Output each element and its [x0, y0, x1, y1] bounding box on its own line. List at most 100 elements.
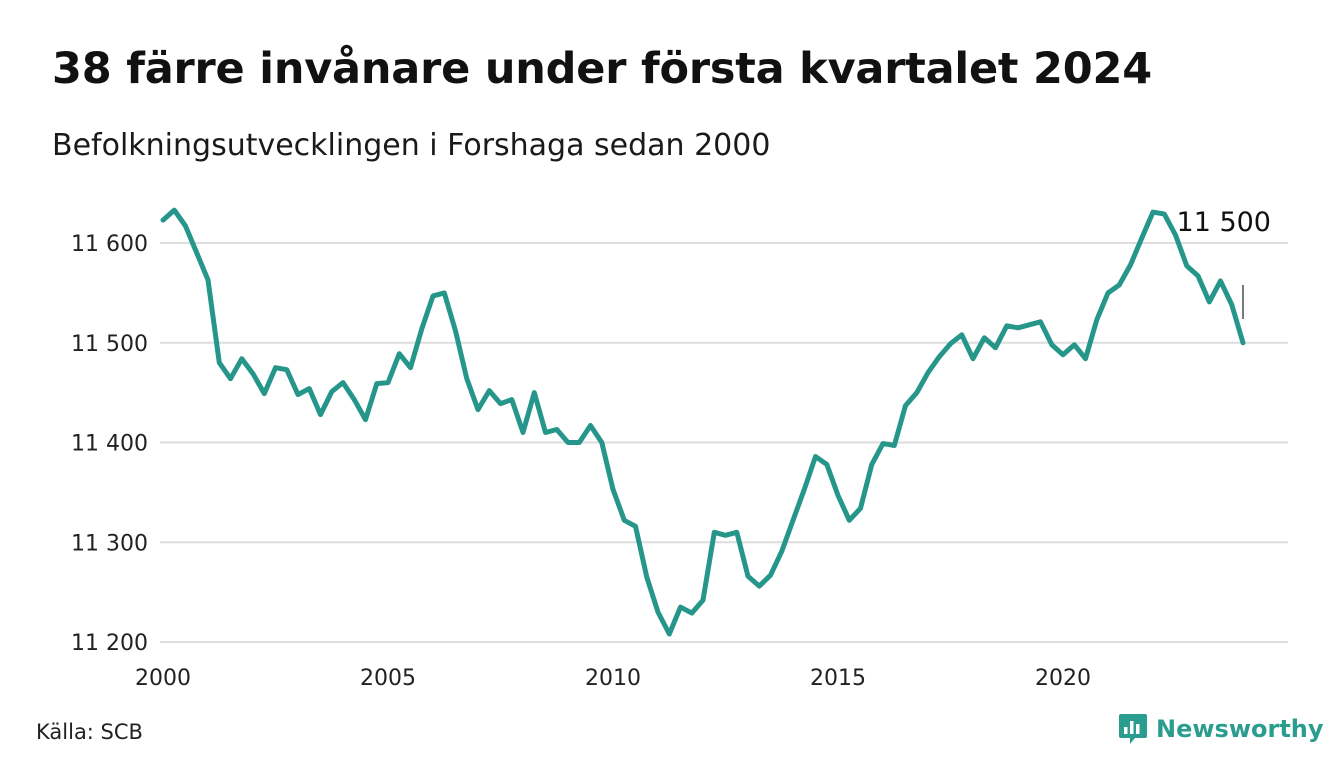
data-point	[509, 397, 514, 402]
data-point	[712, 530, 717, 535]
data-point	[318, 412, 323, 417]
data-point	[228, 376, 233, 381]
data-point	[847, 518, 852, 523]
data-point	[813, 454, 818, 459]
chart-title: 38 färre invånare under första kvartalet…	[52, 44, 1152, 94]
x-tick-label: 2010	[585, 666, 641, 691]
data-point	[464, 376, 469, 381]
data-point	[262, 391, 267, 396]
data-point	[779, 549, 784, 554]
data-point	[408, 365, 413, 370]
data-point	[487, 388, 492, 393]
data-point	[1184, 263, 1189, 268]
y-tick-label: 11 600	[71, 232, 148, 257]
data-point	[206, 277, 211, 282]
newsworthy-logo[interactable]: Newsworthy	[1118, 712, 1324, 746]
data-point	[543, 430, 548, 435]
data-point	[982, 335, 987, 340]
data-point	[521, 430, 526, 435]
data-point	[948, 341, 953, 346]
data-point	[374, 381, 379, 386]
data-point	[802, 487, 807, 492]
data-point	[1083, 356, 1088, 361]
data-point	[329, 389, 334, 394]
data-point	[352, 397, 357, 402]
data-point	[1049, 342, 1054, 347]
data-point	[689, 611, 694, 616]
data-point	[993, 345, 998, 350]
data-point	[903, 403, 908, 408]
data-point	[959, 332, 964, 337]
data-point	[914, 390, 919, 395]
data-point	[273, 365, 278, 370]
y-tick-label: 11 300	[71, 531, 148, 556]
y-tick-label: 11 500	[71, 332, 148, 357]
data-point	[622, 518, 627, 523]
data-point	[498, 401, 503, 406]
data-point	[296, 392, 301, 397]
data-point	[734, 530, 739, 535]
data-point	[566, 440, 571, 445]
data-point	[239, 356, 244, 361]
data-point	[644, 575, 649, 580]
data-point	[172, 208, 177, 213]
data-point	[341, 380, 346, 385]
data-point	[971, 356, 976, 361]
data-point	[284, 367, 289, 372]
data-point	[442, 290, 447, 295]
data-point	[824, 462, 829, 467]
data-point	[701, 598, 706, 603]
data-point	[194, 251, 199, 256]
x-tick-label: 2015	[810, 666, 866, 691]
data-point	[633, 524, 638, 529]
data-point	[892, 443, 897, 448]
x-tick-label: 2005	[360, 666, 416, 691]
data-point	[588, 423, 593, 428]
data-point	[1094, 317, 1099, 322]
data-point	[926, 370, 931, 375]
data-point	[1151, 210, 1156, 215]
data-point	[1117, 282, 1122, 287]
data-point	[1207, 299, 1212, 304]
data-point	[1027, 322, 1032, 327]
data-point	[1241, 340, 1246, 345]
data-point	[858, 506, 863, 511]
x-tick-label: 2000	[135, 666, 191, 691]
data-point	[1038, 319, 1043, 324]
data-point	[791, 518, 796, 523]
data-point	[577, 440, 582, 445]
data-point	[251, 371, 256, 376]
data-point	[386, 380, 391, 385]
y-tick-label: 11 200	[71, 631, 148, 656]
data-point	[183, 224, 188, 229]
data-point	[1139, 236, 1144, 241]
data-point	[1016, 325, 1021, 330]
data-point	[611, 487, 616, 492]
data-point	[656, 610, 661, 615]
data-point	[161, 218, 166, 223]
data-point	[836, 493, 841, 498]
x-tick-label: 2020	[1035, 666, 1091, 691]
data-point	[1162, 212, 1167, 217]
data-point	[678, 605, 683, 610]
data-point	[532, 390, 537, 395]
brand-name: Newsworthy	[1156, 715, 1324, 743]
data-point	[599, 440, 604, 445]
data-point	[937, 354, 942, 359]
data-point	[1061, 352, 1066, 357]
data-point	[363, 417, 368, 422]
data-point	[307, 386, 312, 391]
source-note: Källa: SCB	[36, 720, 143, 744]
newsworthy-icon	[1119, 714, 1147, 744]
data-point	[746, 574, 751, 579]
data-point	[1106, 290, 1111, 295]
data-point	[1128, 262, 1133, 267]
data-point	[397, 351, 402, 356]
chart-subtitle: Befolkningsutvecklingen i Forshaga sedan…	[52, 128, 771, 163]
series-line	[160, 207, 1246, 637]
data-point	[1072, 342, 1077, 347]
data-point	[453, 328, 458, 333]
data-point	[869, 462, 874, 467]
annotation-label: 11 500	[1177, 207, 1271, 238]
